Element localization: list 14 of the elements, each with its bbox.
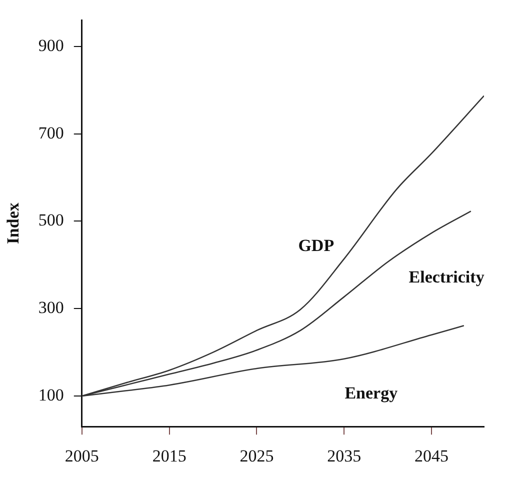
series-label: Electricity [408,267,485,286]
x-tick-label: 2035 [327,446,362,466]
y-axis-title: Index [4,202,23,244]
series-label: GDP [298,236,334,256]
x-tick-label: 2015 [152,446,186,466]
y-tick-label: 500 [38,210,64,230]
series-label: Energy [344,383,398,402]
y-tick-label: 900 [38,36,64,55]
y-tick-label: 100 [38,385,64,404]
y-tick-label: 300 [38,298,64,318]
x-tick-label: 2045 [414,446,449,466]
x-tick-label: 2005 [64,446,99,466]
x-tick-label: 2025 [240,446,274,466]
y-tick-label: 700 [38,123,64,142]
